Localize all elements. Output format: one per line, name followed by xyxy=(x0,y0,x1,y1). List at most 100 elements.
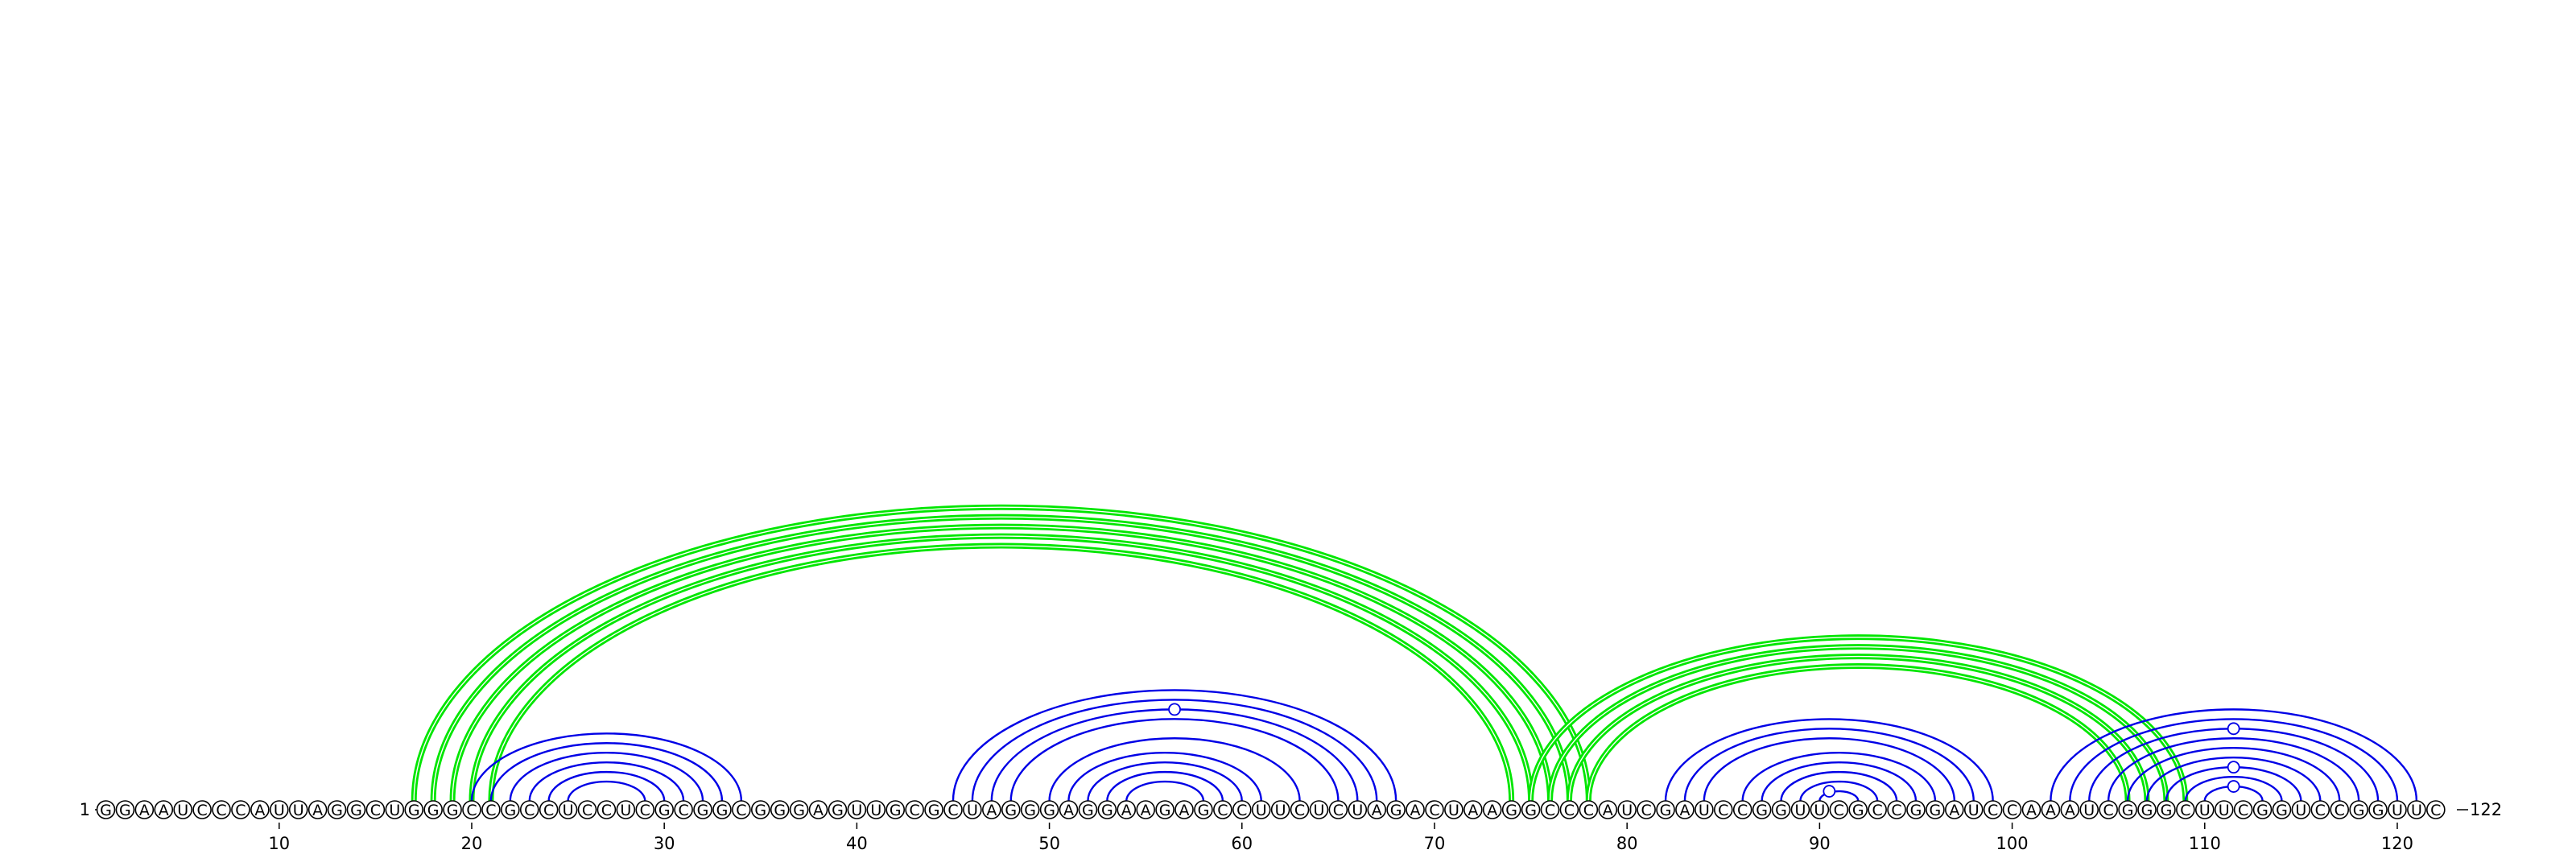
nucleotide-20: C xyxy=(462,800,481,819)
nucleotide-circle xyxy=(519,800,539,819)
nucleotide-letter: A xyxy=(2046,802,2056,819)
nucleotide-circle xyxy=(1020,800,1040,819)
nucleotide-circle xyxy=(750,800,770,819)
blue-arc-82-99 xyxy=(1664,718,1994,802)
nucleotide-25: U xyxy=(558,800,578,819)
nucleotide-letter: G xyxy=(2276,802,2288,819)
nucleotide-circle xyxy=(732,800,751,819)
nucleotide-119: G xyxy=(2368,800,2388,819)
nucleotide-letter: U xyxy=(389,802,400,819)
nucleotide-66: U xyxy=(1348,800,1368,819)
blue-arc-54-58 xyxy=(1125,780,1205,802)
nucleotide-letter: G xyxy=(1505,802,1517,819)
nucleotide-letter: G xyxy=(1775,802,1787,819)
nucleotide-48: G xyxy=(1001,800,1021,819)
nucleotide-87: G xyxy=(1752,800,1772,819)
nucleotide-18: G xyxy=(423,800,443,819)
blue-arc-20-34 xyxy=(470,732,743,802)
nucleotide-circle xyxy=(866,800,886,819)
nucleotide-letter: C xyxy=(1545,802,1555,819)
nucleotide-letter: C xyxy=(1429,802,1439,819)
nucleotide-letter: U xyxy=(2083,802,2095,819)
tick-label: 60 xyxy=(1231,834,1253,853)
nucleotide-circle xyxy=(1482,800,1502,819)
nucleotide-75: G xyxy=(1521,800,1541,819)
nucleotide-circle xyxy=(1444,800,1463,819)
nucleotide-circle xyxy=(1039,800,1059,819)
nucleotide-circle xyxy=(1174,800,1194,819)
nucleotide-circle xyxy=(385,800,405,819)
nucleotide-92: G xyxy=(1848,800,1868,819)
blue-arc-25-29 xyxy=(567,780,646,802)
nucleotide-circle xyxy=(1579,800,1599,819)
nucleotide-circle xyxy=(1887,800,1906,819)
nucleotide-40: U xyxy=(847,800,867,819)
nucleotide-letter: G xyxy=(2372,802,2384,819)
nucleotide-letter: G xyxy=(1043,802,1055,819)
nucleotide-86: C xyxy=(1732,800,1752,819)
nucleotide-circle xyxy=(2291,800,2311,819)
nucleotide-circle xyxy=(1983,800,2003,819)
nucleotide-circle xyxy=(1848,800,1868,819)
nucleotide-circle xyxy=(2002,800,2022,819)
green-arc-18-77 xyxy=(430,514,1572,802)
nucleotide-106: G xyxy=(2118,800,2137,819)
nucleotide-circle xyxy=(635,800,655,819)
nucleotide-circle xyxy=(1367,800,1387,819)
nucleotide-letter: C xyxy=(1236,802,1247,819)
nucleotide-circle xyxy=(1868,800,1887,819)
nucleotide-letter: G xyxy=(1756,802,1768,819)
green-arc-core-19-76 xyxy=(452,526,1551,802)
nucleotide-67: A xyxy=(1367,800,1387,819)
nucleotide-circle xyxy=(1386,800,1406,819)
tick-label: 70 xyxy=(1424,834,1446,853)
nucleotide-letter: C xyxy=(1333,802,1344,819)
nucleotide-7: C xyxy=(212,800,231,819)
nucleotide-49: G xyxy=(1020,800,1040,819)
nucleotide-letter: G xyxy=(1159,802,1171,819)
nucleotide-circle xyxy=(1771,800,1791,819)
nucleotide-circle xyxy=(1695,800,1714,819)
nucleotide-73: A xyxy=(1482,800,1502,819)
nucleotide-50: G xyxy=(1039,800,1059,819)
nucleotide-letter: A xyxy=(1410,802,1421,819)
nucleotide-121: U xyxy=(2407,800,2426,819)
nucleotide-96: G xyxy=(1926,800,1945,819)
nucleotide-letter: U xyxy=(177,802,188,819)
blue-arc-24-30 xyxy=(547,770,666,802)
green-arc-17-78 xyxy=(411,504,1591,802)
nucleotide-letter: G xyxy=(2161,802,2173,819)
tick-50: 50 xyxy=(1038,823,1060,853)
nucleotide-letter: U xyxy=(870,802,881,819)
nucleotide-letter: G xyxy=(504,802,516,819)
blue-arc-46-67 xyxy=(971,699,1378,802)
nucleotide-letter: C xyxy=(466,802,477,819)
nucleotide-54: A xyxy=(1117,800,1137,819)
nucleotide-circle xyxy=(1078,800,1098,819)
nucleotide-letter: C xyxy=(196,802,207,819)
nucleotide-108: G xyxy=(2157,800,2176,819)
green-arc-core-75-109 xyxy=(1530,637,2186,802)
nucleotide-letter: C xyxy=(2315,802,2326,819)
nucleotide-letter: U xyxy=(2219,802,2230,819)
nucleotide-letter: C xyxy=(947,802,958,819)
nucleotide-letter: G xyxy=(1198,802,1210,819)
nucleotide-letter: A xyxy=(1121,802,1132,819)
blue-arc-21-33 xyxy=(489,742,724,802)
nucleotide-circle xyxy=(2157,800,2176,819)
nucleotide-56: G xyxy=(1155,800,1174,819)
nucleotide-circle xyxy=(539,800,559,819)
green-arc-19-76 xyxy=(449,523,1553,802)
nucleotide-82: G xyxy=(1656,800,1675,819)
nucleotide-circle xyxy=(1598,800,1618,819)
nucleotide-letter: G xyxy=(1101,802,1113,819)
nucleotide-circle xyxy=(1656,800,1675,819)
nucleotide-90: U xyxy=(1810,800,1830,819)
nucleotide-circle xyxy=(2021,800,2041,819)
nucleotide-letter: C xyxy=(1891,802,1901,819)
nucleotide-91: C xyxy=(1829,800,1849,819)
blue-arc-102-121 xyxy=(2050,708,2418,802)
nucleotide-circle xyxy=(1810,800,1830,819)
nucleotide-71: U xyxy=(1444,800,1463,819)
nucleotide-77: C xyxy=(1559,800,1579,819)
